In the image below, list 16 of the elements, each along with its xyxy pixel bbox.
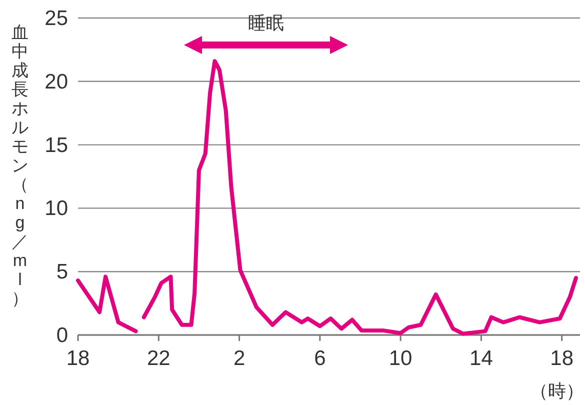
text: 血中成長ホルモン（ng／ml）: [12, 23, 28, 308]
annotation: 睡眠: [248, 13, 284, 33]
x-axis-title: （時）: [530, 381, 584, 401]
x-tick-label: 14: [470, 347, 494, 370]
y-tick-label: 20: [44, 70, 68, 94]
y-tick-label: 15: [44, 134, 68, 157]
x-tick-label: 18: [66, 347, 90, 370]
x-tick-label: 22: [146, 347, 170, 370]
y-tick-label: 0: [56, 324, 68, 347]
x-tick-label: 18: [550, 347, 574, 370]
x-tick-label: 2: [233, 347, 246, 370]
y-tick-label: 10: [44, 197, 68, 220]
y-tick-label: 5: [56, 260, 68, 284]
x-tick-label: 10: [388, 347, 412, 370]
y-tick-label: 25: [44, 7, 68, 30]
x-tick-label: 6: [314, 347, 326, 370]
